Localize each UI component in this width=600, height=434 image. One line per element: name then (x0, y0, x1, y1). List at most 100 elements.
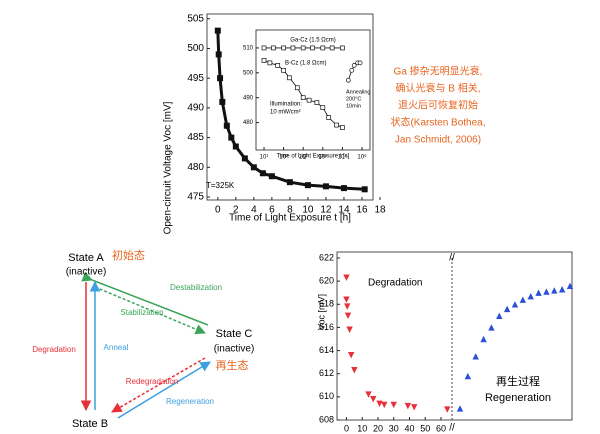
marker (340, 185, 347, 192)
marker (503, 305, 511, 313)
marker (343, 274, 350, 281)
y-axis-label: Open-circuit Voltage Voc [mV] (163, 101, 174, 234)
y-tick-label: 500 (243, 70, 254, 76)
marker (261, 45, 267, 51)
marker (343, 296, 350, 303)
y-tick-label: 510 (243, 46, 254, 52)
state-label: State C (216, 328, 253, 340)
note-line: Ga 掺杂无明显光衰, (394, 65, 483, 78)
y-tick-label: 500 (187, 43, 204, 54)
marker (340, 125, 345, 130)
y-tick-label: 490 (243, 95, 254, 101)
y-tick-label: 608 (319, 414, 334, 424)
y-tick-label: 480 (243, 120, 254, 126)
x-tick-label: 10 (302, 205, 314, 216)
marker (376, 400, 383, 407)
y-tick-label: 610 (319, 391, 334, 401)
marker (232, 143, 239, 150)
y-tick-label: 475 (187, 192, 204, 203)
marker (551, 287, 558, 294)
annotation: Regeneration (485, 392, 551, 404)
marker (281, 67, 286, 73)
marker (519, 296, 527, 303)
marker (223, 122, 230, 129)
marker (340, 45, 345, 51)
x-tick-label: 18 (374, 205, 386, 216)
marker (268, 173, 275, 180)
transition-label: Stabilization (120, 308, 163, 317)
marker (306, 97, 312, 103)
marker (241, 155, 248, 162)
marker (281, 45, 286, 51)
x-tick-label: 10 (357, 424, 367, 434)
x-tick-label: 10⁴ (318, 153, 328, 160)
marker (294, 85, 300, 91)
transition-label: Anneal (104, 343, 129, 352)
x-tick-label: 40 (404, 424, 414, 434)
annotation: B-Cz (1.8 Ωcm) (285, 61, 327, 67)
series-line (216, 30, 365, 191)
x-tick-label: 20 (373, 424, 383, 434)
y-tick-label: 614 (319, 345, 334, 355)
x-tick-label: 30 (389, 424, 399, 434)
marker (345, 77, 351, 83)
state-sub: (inactive) (66, 267, 107, 278)
marker (344, 303, 351, 310)
plot-frame (336, 251, 573, 421)
x-tick-label: 16 (356, 205, 368, 216)
y-tick-label: 480 (187, 162, 204, 173)
marker (267, 60, 273, 66)
marker (349, 67, 355, 73)
y-tick-label: 495 (187, 73, 204, 84)
chart: 480 490 500 510 10¹ 10² 10³ 10⁴ 10⁵ 10⁶ Time of Li… (243, 29, 370, 160)
y-tick-label: 622 (319, 252, 334, 262)
marker (361, 186, 368, 193)
marker (329, 45, 335, 51)
annotation: 10 mW/cm² (270, 110, 301, 116)
state-label: State A (68, 252, 104, 264)
state-diagram: State A (inactive) 初始态 State C (inactive… (32, 248, 254, 430)
x-tick-label: 10² (279, 154, 288, 160)
marker (304, 182, 311, 189)
annotation: Ga-Cz (1.5 Ωcm) (290, 38, 336, 44)
chart: 608 610 612 614 616 618 620 622 0 10 20 30 40 50 60 Voc… (316, 251, 574, 434)
marker (381, 401, 388, 409)
note: Ga 掺杂无明显光衰, 确认光衰与 B 相关, 退火后可恢复初始状态(Karsten… (390, 65, 485, 146)
axis-break-mark: // (449, 423, 455, 434)
x-tick-label: 0 (215, 205, 221, 216)
x-tick-label: 2 (233, 205, 239, 216)
note-line: 退火后可恢复初始 (398, 99, 478, 112)
marker (334, 122, 339, 128)
marker (300, 95, 306, 101)
marker (287, 75, 292, 81)
marker (217, 75, 224, 82)
marker (320, 45, 326, 51)
marker (390, 401, 397, 409)
state-sub: (inactive) (214, 344, 255, 355)
y-tick-label: 616 (319, 322, 334, 332)
annotation: Illumination: (270, 102, 302, 108)
marker (456, 405, 464, 412)
marker (365, 391, 372, 398)
x-tick-label: 10⁶ (357, 153, 367, 160)
annotation: Degradation (368, 278, 422, 289)
y-tick-label: 485 (187, 132, 204, 143)
marker (527, 292, 534, 300)
marker (286, 179, 293, 186)
regeneration-arrow (117, 361, 211, 419)
x-tick-label: 50 (420, 424, 430, 434)
marker (310, 45, 315, 51)
x-tick-label: 60 (436, 424, 446, 434)
x-tick-label: 12 (320, 205, 332, 216)
state-label: State B (72, 418, 108, 430)
marker (480, 335, 487, 343)
x-tick-label: 8 (287, 205, 293, 216)
state-cn: 再生态 (216, 358, 249, 372)
marker (214, 27, 221, 34)
marker (558, 286, 566, 293)
destabilization-arrow (81, 271, 209, 326)
marker (472, 353, 479, 360)
redegradation-arrow (111, 357, 206, 413)
